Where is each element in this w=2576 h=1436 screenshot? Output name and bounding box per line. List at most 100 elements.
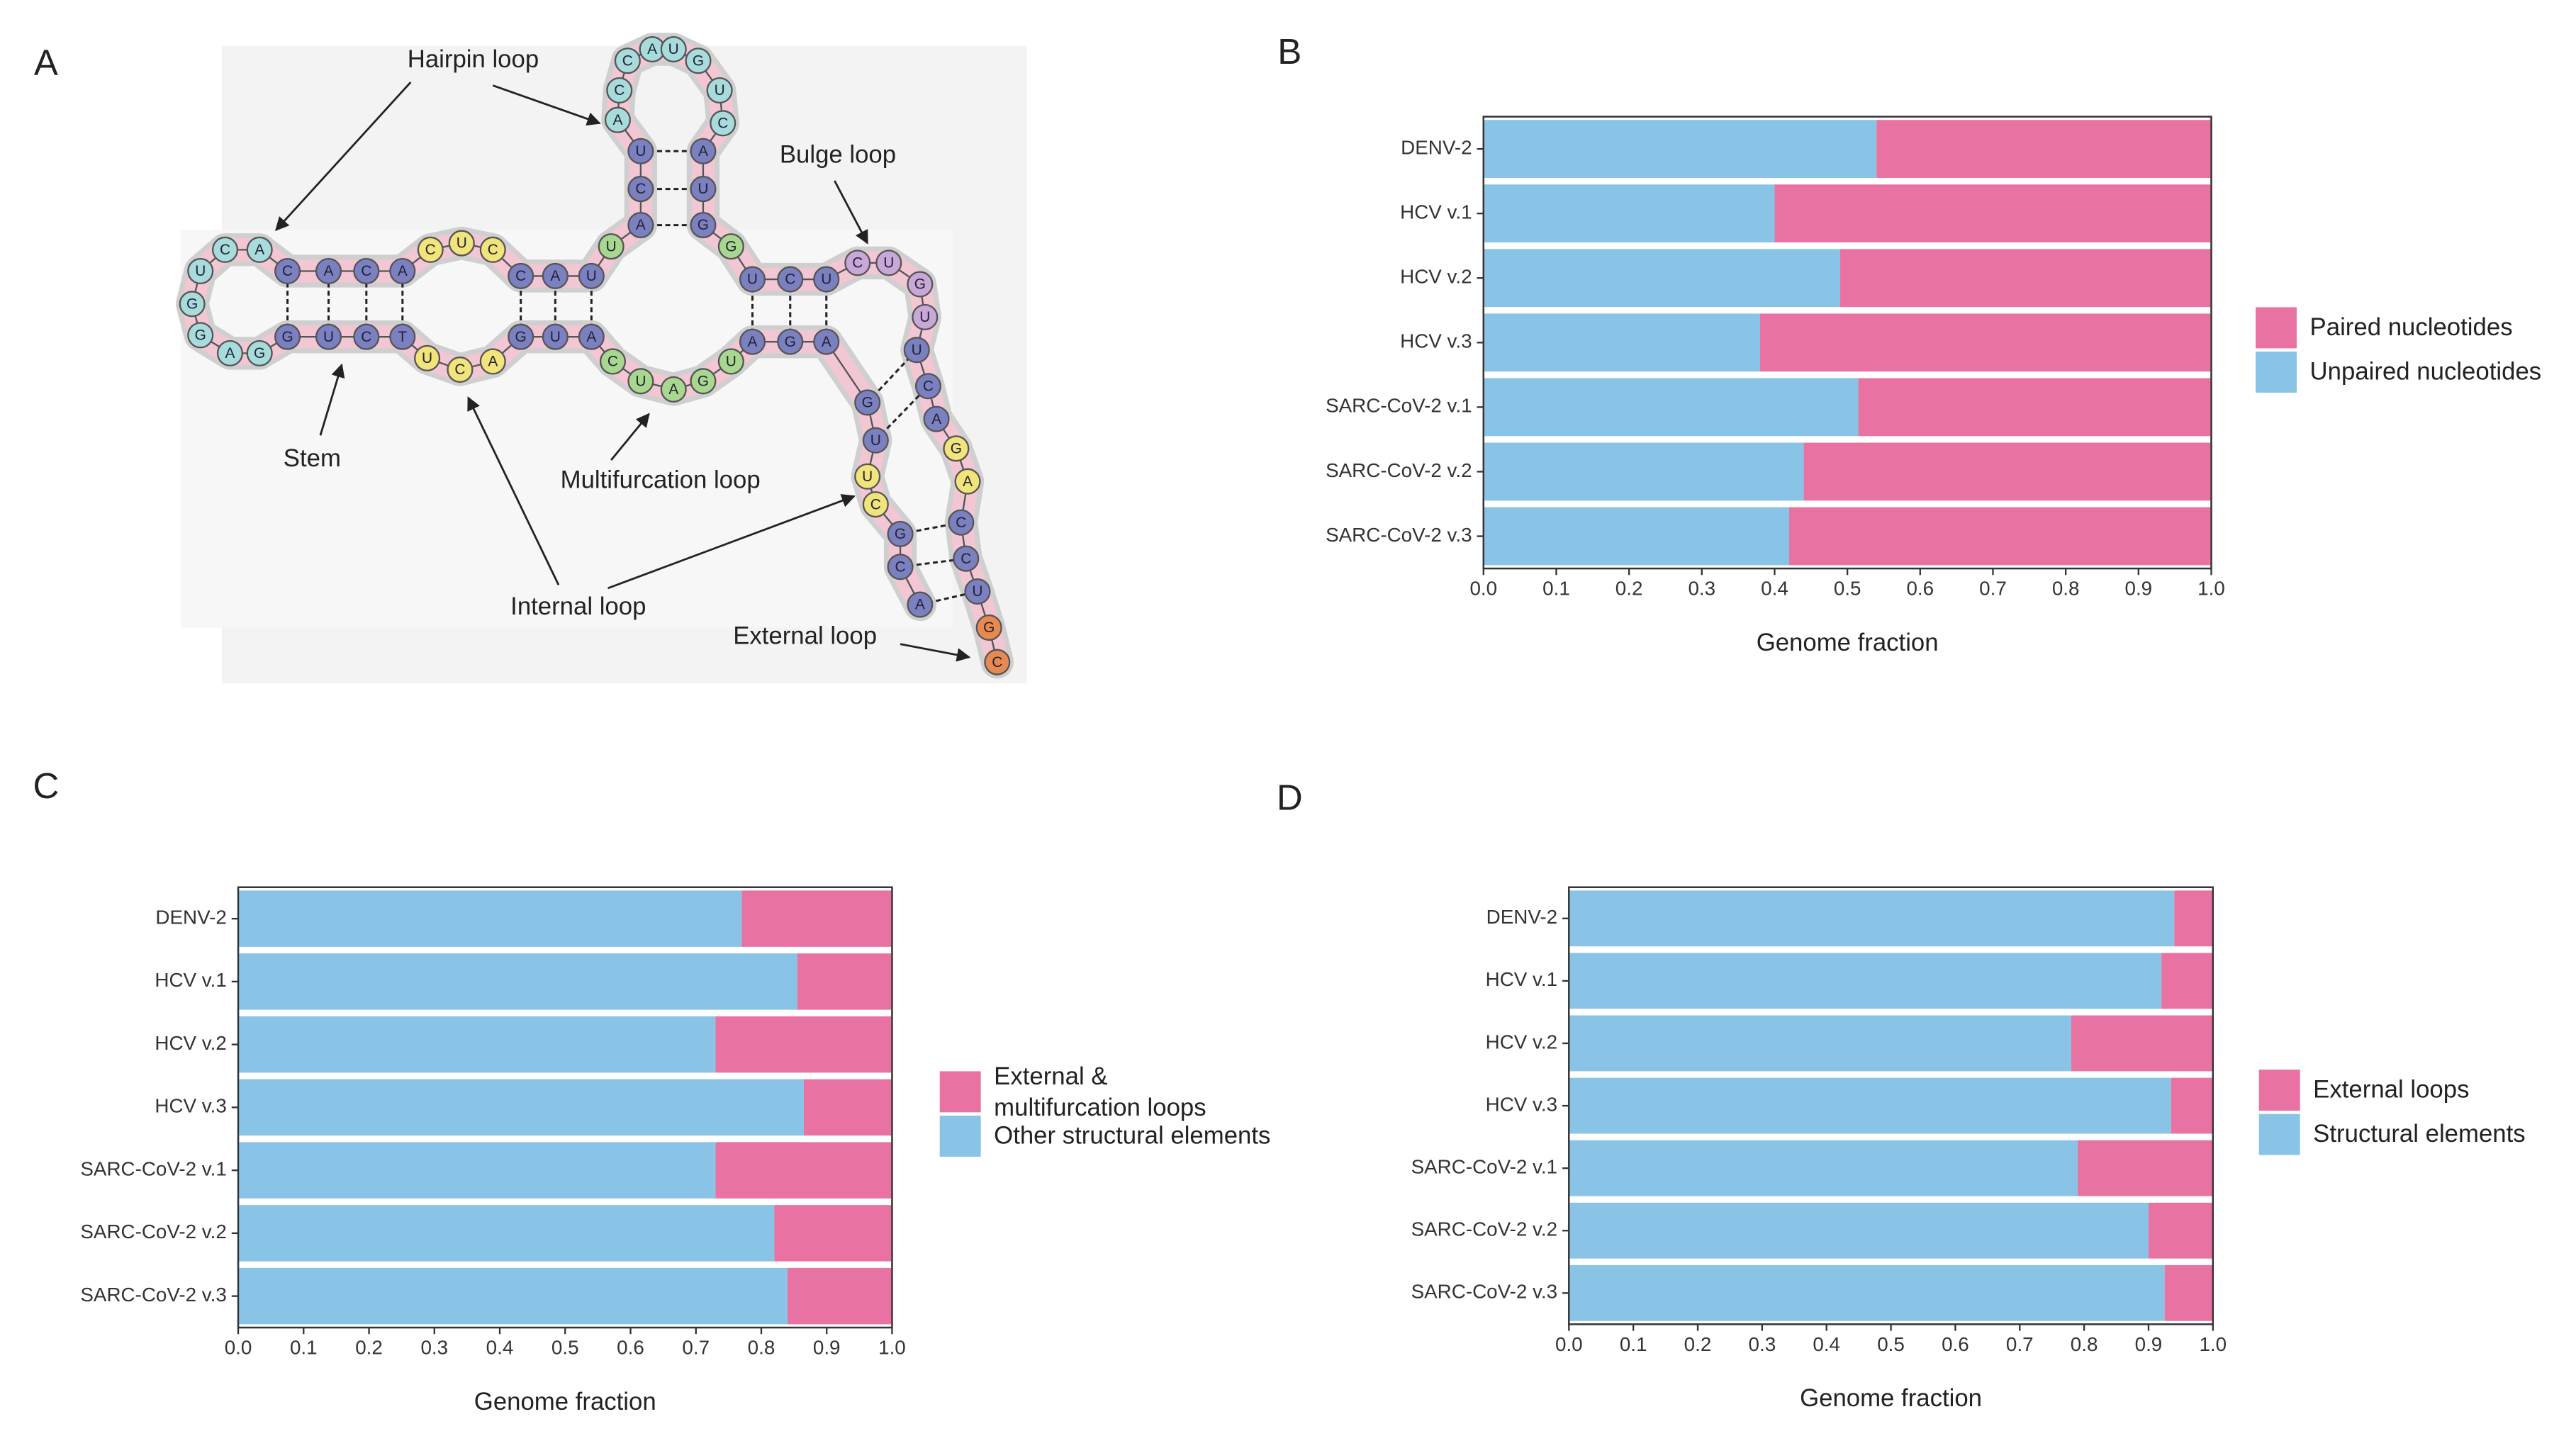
x-tick-label: 0.6 [1942,1333,1969,1355]
bar-segment [803,1079,892,1136]
nucleotide [887,554,914,580]
nucleotide-letter: C [961,551,971,567]
x-tick-label: 0.8 [2071,1333,2098,1355]
bar-segment [1876,120,2212,179]
bar-segment [741,890,892,947]
nucleotide [953,545,980,572]
nucleotide [777,266,804,293]
nucleotide-letter: G [895,526,906,542]
y-tick-label: HCV v.3 [1486,1093,1557,1115]
nucleotide-letter: C [515,268,526,284]
bar-segment [715,1142,892,1199]
nucleotide-letter: U [195,263,206,279]
diagram-label: Bulge loop [780,141,896,168]
nucleotide-letter: U [550,329,561,345]
legend-label: Paired nucleotides [2309,313,2513,342]
diagram-label: External loop [733,623,877,650]
x-tick-label: 0.0 [1469,578,1497,600]
legend-label: Structural elements [2313,1120,2526,1149]
nucleotide [660,376,687,403]
bar-segment [1483,507,1790,566]
bar-segment [1569,1202,2149,1259]
x-tick-label: 0.3 [1688,578,1715,600]
nucleotide [903,337,930,364]
x-tick-label: 0.5 [1877,1333,1905,1355]
nucleotide [216,340,244,366]
nucleotide-letter: A [636,217,646,233]
y-tick-label: HCV v.1 [1486,968,1557,990]
nucleotide [353,323,380,350]
nucleotide [246,236,273,263]
legend-item: External & multifurcation loops [994,1062,1206,1122]
nucleotide [923,405,950,432]
legend-label: External & multifurcation loops [994,1062,1206,1122]
y-tick-label: HCV v.2 [155,1032,226,1054]
y-tick-label: SARC-CoV-2 v.3 [1411,1281,1557,1303]
nucleotide-letter: U [668,41,679,57]
nucleotide [690,138,717,164]
arrow [610,413,650,461]
nucleotide [887,520,914,547]
y-tick-label: SARC-CoV-2 v.1 [1326,395,1472,417]
x-tick-label: 0.9 [2124,578,2152,600]
nucleotide [627,212,654,239]
bar-segment [1789,507,2212,566]
nucleotide [315,323,342,350]
nucleotide-letter: C [488,242,498,258]
bar-segment [2174,890,2213,947]
legend-swatch [939,1071,981,1113]
nucleotide-letter: C [923,378,934,394]
nucleotide-letter: G [186,296,198,313]
nucleotide-letter: T [398,329,407,345]
nucleotide-letter: U [457,235,467,252]
y-tick-label: HCV v.2 [1400,266,1472,288]
nucleotide-letter: U [821,271,831,288]
panel-label: A [34,43,58,83]
nucleotide-letter: C [992,654,1002,671]
legend-item: Structural elements [2313,1120,2526,1149]
arrow [275,81,412,231]
x-tick-label: 0.1 [1542,578,1570,600]
nucleotide-letter: U [747,271,758,288]
nucleotide [660,35,687,63]
diagram-label: Multifurcation loop [561,466,761,493]
x-tick-label: 0.2 [1684,1333,1712,1355]
nucleotide-letter: A [225,345,235,361]
bar-segment [1839,249,2212,308]
nucleotide [542,262,569,289]
nucleotide-letter: C [607,354,618,370]
nucleotide-letter: G [254,345,265,361]
x-tick-label: 0.9 [813,1336,841,1358]
panel-label: C [33,765,59,806]
y-tick-label: DENV-2 [1486,906,1557,928]
nucleotide [187,257,214,285]
nucleotide [907,271,934,298]
nucleotide [389,323,416,350]
nucleotide-letter: C [852,255,863,271]
nucleotide-letter: U [972,583,982,600]
nucleotide-letter: C [635,181,646,197]
nucleotide-letter: C [220,242,230,258]
y-tick-label: SARC-CoV-2 v.2 [1326,459,1472,481]
y-tick-label: HCV v.3 [1400,330,1472,352]
bar-segment [238,1267,788,1325]
nucleotide-letter: G [983,619,995,636]
bar-segment [787,1267,892,1325]
nucleotide-letter: G [725,238,737,254]
nucleotide [964,578,991,605]
arrow [834,180,868,245]
diagram-label: Hairpin loop [408,46,539,73]
nucleotide [187,322,214,349]
nucleotide [578,262,605,289]
nucleotide [813,328,840,355]
nucleotide-letter: G [862,395,873,411]
nucleotide-letter: U [323,329,334,345]
nucleotide-letter: A [586,329,596,345]
nucleotide [984,649,1011,675]
nucleotide-letter: G [698,217,709,233]
x-tick-label: 0.4 [486,1336,514,1358]
nucleotide [690,176,717,203]
bar-segment [1483,378,1859,437]
nucleotide-letter: A [254,242,264,258]
